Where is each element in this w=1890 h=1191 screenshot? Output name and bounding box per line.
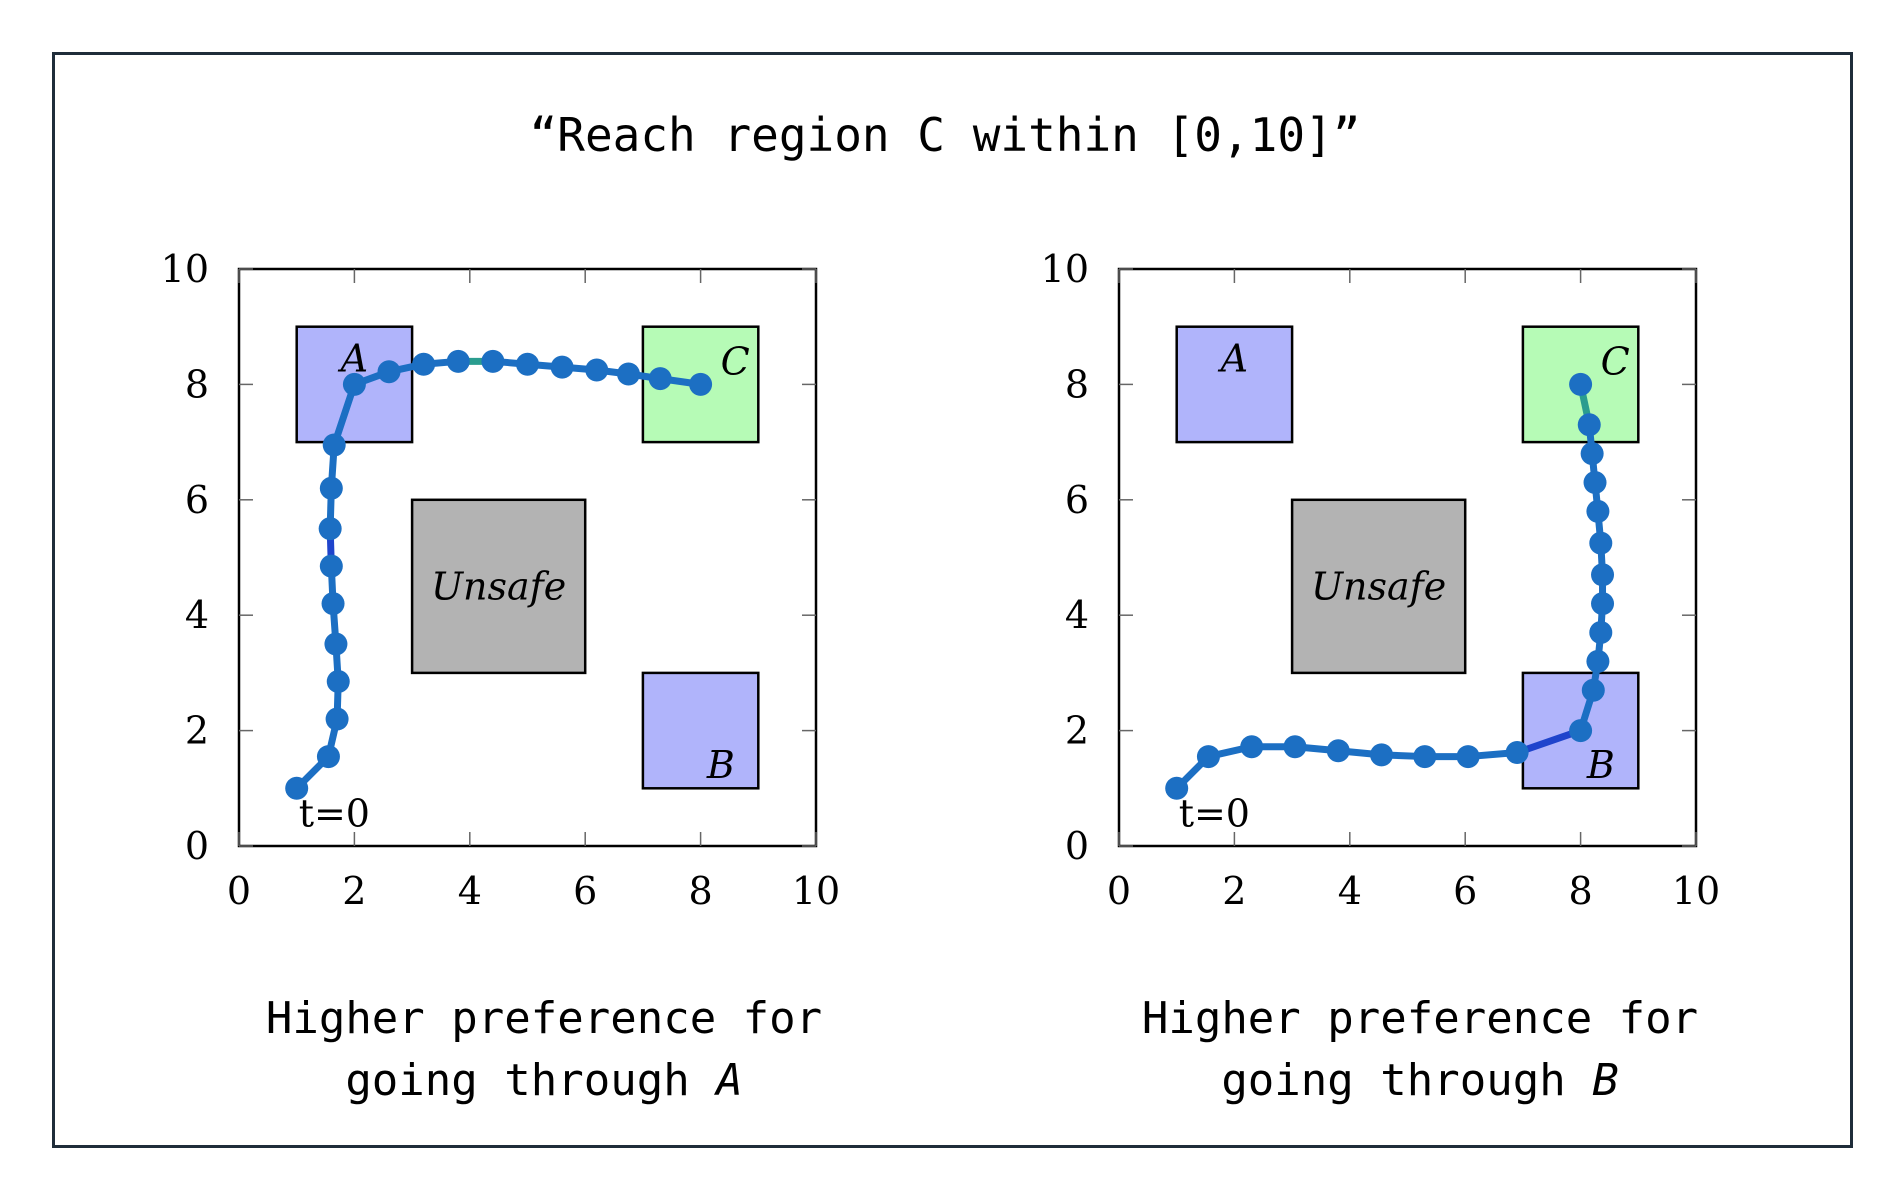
left-region-label-unsafe: Unsafe [431, 564, 566, 608]
caption-right-line1: Higher preference for [1141, 993, 1699, 1044]
right-trajectory-point-3 [1283, 735, 1307, 759]
right-trajectory-point-0 [1165, 776, 1189, 800]
right-axes-box [1117, 267, 1698, 848]
left-axes-box [237, 267, 818, 848]
right-trajectory-point-20 [1569, 372, 1593, 396]
right-trajectory-point-12 [1589, 621, 1613, 645]
right-xtick-label-4: 4 [1338, 869, 1362, 913]
left-ytick-label-4: 4 [185, 593, 209, 637]
right-trajectory-point-2 [1240, 735, 1264, 759]
left-trajectory-point-0 [285, 776, 309, 800]
left-trajectory-point-17 [585, 358, 609, 382]
right-trajectory-point-14 [1591, 563, 1615, 587]
right-trajectory-point-19 [1577, 413, 1601, 437]
left-trajectory-point-9 [322, 433, 346, 457]
right-region-label-c: C [1601, 339, 1630, 383]
left-trajectory-point-1 [316, 745, 340, 769]
figure-title: “Reach region C within [0,10]” [529, 108, 1361, 162]
right-xtick-label-10: 10 [1672, 869, 1720, 913]
caption-left-line2: going through A [94, 1050, 994, 1112]
left-trajectory-point-12 [412, 352, 436, 376]
left-trajectory-point-2 [325, 707, 349, 731]
right-trajectory-point-17 [1583, 470, 1607, 494]
caption-left: Higher preference for going through A [94, 988, 994, 1112]
right-trajectory-point-18 [1580, 442, 1604, 466]
right-ytick-label-4: 4 [1065, 593, 1089, 637]
right-xtick-label-0: 0 [1107, 869, 1131, 913]
right-region-label-b: B [1586, 743, 1615, 787]
right-region-label-a: A [1218, 336, 1248, 380]
right-ytick-label-2: 2 [1065, 709, 1089, 753]
right-ytick-label-6: 6 [1065, 478, 1089, 522]
right-xtick-label-8: 8 [1569, 869, 1593, 913]
left-ytick-label-10: 10 [161, 247, 209, 291]
right-region-unsafe [1290, 498, 1467, 675]
right-region-label-unsafe: Unsafe [1311, 564, 1446, 608]
left-trajectory-point-7 [318, 517, 342, 541]
figure-frame [52, 52, 1853, 1148]
right-trajectory-point-5 [1370, 743, 1394, 767]
right-trajectory-point-4 [1326, 739, 1350, 763]
caption-right-line2: going through B [970, 1050, 1870, 1112]
left-trajectory-point-16 [550, 355, 574, 379]
caption-left-prefix: going through [345, 1055, 717, 1106]
left-trajectory-point-6 [319, 554, 343, 578]
right-trajectory-point-8 [1505, 741, 1529, 765]
left-trajectory-point-5 [321, 592, 345, 616]
right-trajectory-point-16 [1586, 499, 1610, 523]
right-trajectory-point-11 [1586, 649, 1610, 673]
left-trajectory-point-19 [648, 367, 672, 391]
right-trajectory-point-7 [1456, 745, 1480, 769]
left-xtick-label-0: 0 [227, 869, 251, 913]
left-trajectory-point-10 [342, 372, 366, 396]
left-xtick-label-8: 8 [689, 869, 713, 913]
left-xtick-label-4: 4 [458, 869, 482, 913]
left-trajectory-point-15 [516, 352, 539, 376]
left-trajectory-point-13 [446, 349, 470, 373]
left-xtick-label-2: 2 [342, 869, 366, 913]
right-ytick-label-8: 8 [1065, 362, 1089, 406]
right-start-label: t=0 [1179, 791, 1250, 835]
left-trajectory-point-20 [689, 372, 713, 396]
right-region-a [1175, 325, 1294, 444]
left-ytick-label-6: 6 [185, 478, 209, 522]
left-trajectory-point-8 [319, 476, 343, 500]
left-region-label-c: C [721, 339, 750, 383]
left-ytick-label-8: 8 [185, 362, 209, 406]
right-trajectory-point-1 [1196, 745, 1220, 769]
left-ytick-label-2: 2 [185, 709, 209, 753]
caption-right-prefix: going through [1221, 1055, 1593, 1106]
right-xtick-label-6: 6 [1453, 869, 1477, 913]
right-trajectory-point-15 [1589, 531, 1613, 555]
left-trajectory-point-18 [616, 362, 640, 386]
right-xtick-label-2: 2 [1222, 869, 1246, 913]
left-xtick-label-10: 10 [792, 869, 840, 913]
right-ytick-label-0: 0 [1065, 824, 1089, 868]
left-region-b [641, 671, 760, 790]
right-trajectory-point-10 [1581, 678, 1605, 702]
right-trajectory-point-9 [1569, 719, 1593, 743]
left-trajectory-point-11 [377, 360, 401, 384]
left-trajectory-point-4 [324, 632, 348, 656]
right-ytick-label-10: 10 [1041, 247, 1089, 291]
right-trajectory-point-13 [1591, 592, 1615, 616]
caption-right-region: B [1592, 1055, 1619, 1106]
caption-left-region: A [716, 1055, 743, 1106]
left-xtick-label-6: 6 [573, 869, 597, 913]
caption-right: Higher preference for going through B [970, 988, 1870, 1112]
left-trajectory-point-14 [481, 349, 505, 373]
left-region-unsafe [410, 498, 587, 675]
left-start-label: t=0 [299, 791, 370, 835]
caption-left-line1: Higher preference for [265, 993, 823, 1044]
left-ytick-label-0: 0 [185, 824, 209, 868]
right-trajectory-point-6 [1413, 745, 1437, 769]
left-trajectory-point-3 [326, 670, 350, 694]
left-region-label-b: B [706, 743, 735, 787]
